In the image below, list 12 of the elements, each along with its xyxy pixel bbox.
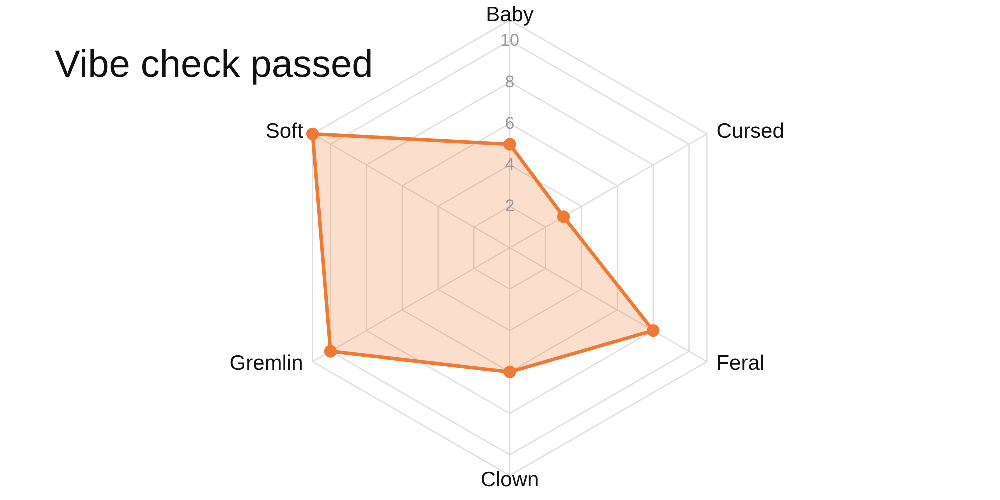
spoke-label: Feral xyxy=(716,352,765,375)
y-tick-label: 8 xyxy=(505,72,515,92)
y-tick-label: 2 xyxy=(505,196,515,216)
y-tick-label: 4 xyxy=(505,155,515,174)
spoke-label: Baby xyxy=(486,3,534,26)
spoke-label: Soft xyxy=(266,120,304,144)
y-tick-label: 6 xyxy=(505,114,515,133)
spoke-label: Clown xyxy=(480,468,540,492)
text: Vibe check passed xyxy=(55,44,374,86)
spoke-label: Cursed xyxy=(716,120,784,144)
y-tick-label: 10 xyxy=(500,31,520,50)
spoke-label: Gremlin xyxy=(230,352,304,375)
